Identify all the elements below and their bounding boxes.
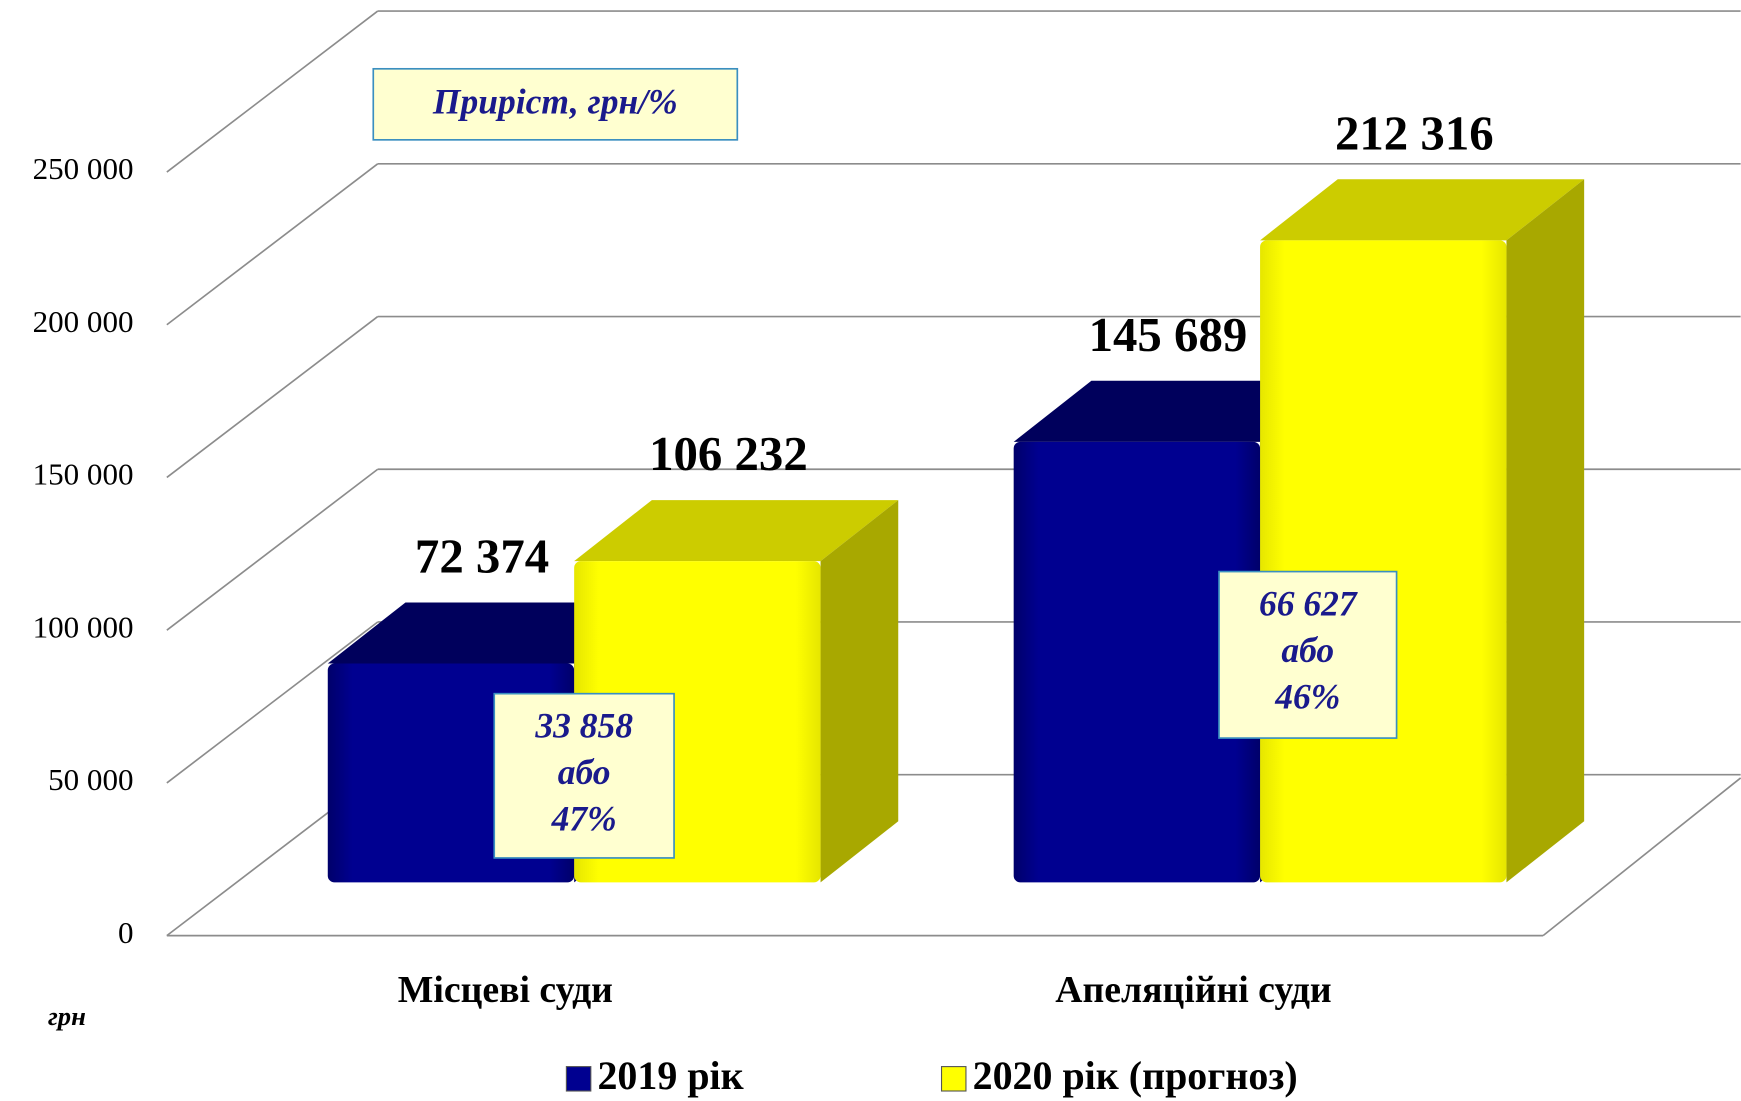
x-tick-label: Місцеві суди	[398, 969, 613, 1011]
floor-line	[1542, 777, 1741, 937]
legend-label: 2019 рік	[597, 1053, 743, 1098]
y-tick-label: 100 000	[33, 609, 134, 644]
legend-label: 2020 рік (прогноз)	[973, 1053, 1298, 1098]
legend-swatch	[565, 1066, 592, 1092]
bar-top	[1260, 179, 1585, 241]
grid-line	[166, 621, 379, 784]
grid-line	[166, 468, 379, 631]
growth-label: 46%	[1274, 676, 1340, 716]
growth-box	[1218, 570, 1398, 739]
y-tick-label: 200 000	[33, 304, 134, 339]
value-label: 212 316	[1335, 105, 1494, 160]
growth-label: 66 627	[1259, 583, 1358, 623]
bar-side	[820, 500, 899, 883]
growth-label: 47%	[551, 799, 617, 839]
bar-top	[327, 602, 652, 664]
annotation-box	[372, 67, 739, 141]
bar-front	[1260, 240, 1507, 883]
bar-top	[574, 500, 899, 562]
x-tick-label: Апеляційні суди	[1055, 969, 1331, 1011]
y-unit-label: грн	[48, 1001, 86, 1031]
grid-line	[166, 315, 379, 479]
value-label: 145 689	[1089, 307, 1248, 362]
growth-label: або	[558, 752, 611, 792]
bar-top	[1013, 380, 1338, 442]
y-tick-label: 0	[118, 915, 134, 950]
annotation-title: Приріст, грн/%	[432, 82, 678, 122]
growth-box	[493, 692, 675, 859]
value-label: 72 374	[415, 529, 549, 584]
bar	[1260, 179, 1585, 883]
growth-label: 33 858	[534, 705, 633, 745]
growth-label: або	[1281, 630, 1334, 670]
y-tick-label: 150 000	[33, 457, 134, 492]
y-tick-label: 250 000	[33, 151, 134, 186]
bar-front	[1013, 441, 1261, 883]
grid-line	[166, 163, 379, 326]
legend-swatch	[940, 1066, 967, 1092]
value-label: 106 232	[649, 426, 808, 481]
grid-line	[166, 10, 379, 173]
bar-side	[1506, 179, 1585, 883]
y-tick-label: 50 000	[48, 762, 133, 797]
